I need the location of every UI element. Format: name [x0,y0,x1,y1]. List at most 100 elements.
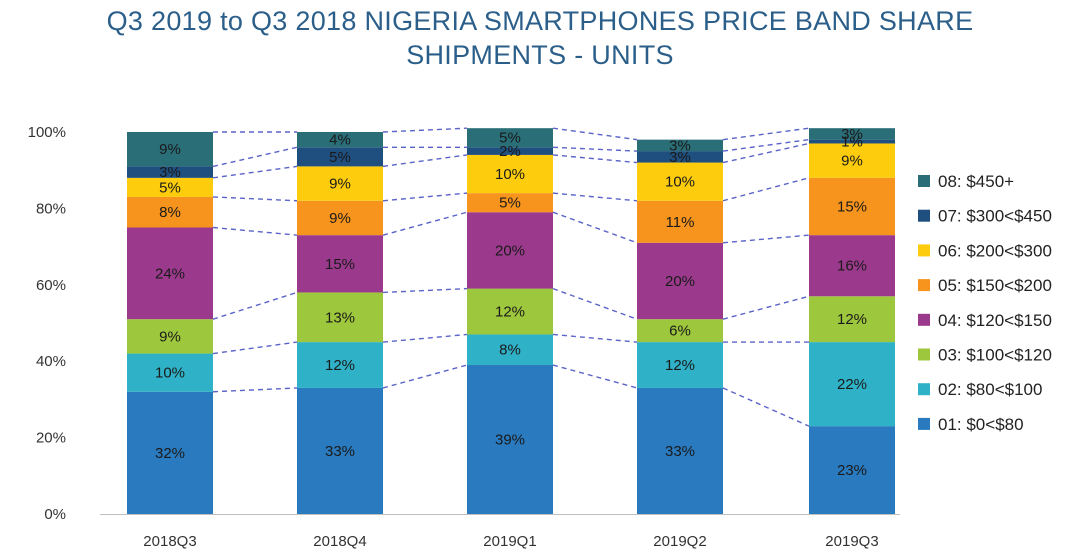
connector-line [212,165,298,179]
data-label: 12% [325,357,355,374]
bar-segment [127,391,213,514]
legend-label: 03: $100<$120 [938,346,1052,365]
legend-swatch [918,313,930,326]
bar-segment [127,319,213,354]
bar-segment [127,177,213,197]
legend-swatch [918,383,930,396]
connector-line [382,333,468,343]
data-label: 1% [841,134,863,151]
bar-segment [637,139,723,152]
y-tick-label: 60% [36,277,66,294]
data-label: 5% [159,179,181,196]
bar-segment [127,166,213,178]
bar-segment [127,227,213,320]
connector-line [722,234,810,244]
legend-label: 02: $80<$100 [938,380,1042,399]
y-tick-label: 40% [36,353,66,370]
data-label: 10% [495,166,525,183]
x-tick-label: 2019Q1 [483,533,536,550]
legend-label: 01: $0<$80 [938,415,1024,434]
connector-line [552,154,638,164]
data-label: 9% [841,153,863,170]
bar-segment [297,387,383,514]
connector-line [212,146,298,168]
connector-line [212,291,298,320]
connector-line [722,127,810,141]
legend-swatch [918,244,930,257]
bar-segment [127,196,213,228]
data-label: 32% [155,445,185,462]
bar-segment [467,128,553,148]
data-label: 39% [495,432,525,449]
connector-line [722,177,810,202]
data-label: 2% [499,143,521,160]
data-label: 3% [159,164,181,181]
connector-line [382,127,468,133]
x-tick-label: 2018Q4 [313,533,366,550]
connector-line [722,387,810,427]
y-tick-label: 20% [36,430,66,447]
data-label: 8% [499,342,521,359]
connector-line [212,387,298,393]
bar-segment [809,128,895,140]
bar-segment [809,296,895,343]
data-label: 23% [837,462,867,479]
bar-segment [809,139,895,144]
connector-line [722,295,810,320]
legend: 08: $450+ 07: $300<$450 06: $200<$300 05: $… [918,172,1052,434]
bar-segment [809,235,895,297]
connector-line [212,226,298,236]
bar-segment [127,353,213,392]
connector-line [382,192,468,202]
connector-line [212,341,298,355]
bar-segment [809,177,895,236]
legend-swatch [918,175,930,187]
axes: 0% 20% 40% 60% 80% 100% 2018Q3 2018Q4 2019Q1 2019… [28,124,900,550]
connector-line [552,333,638,343]
data-label: 9% [159,328,181,345]
connector-lines [212,127,810,427]
bar-segment [467,334,553,366]
bar-segment [297,235,383,293]
chart-title-line-2: SHIPMENTS - UNITS [406,40,674,70]
connector-line [382,211,468,236]
legend-swatch [918,279,930,292]
legend-label: 06: $200<$300 [938,241,1052,260]
data-labels: 32%10%9%24%8%5%3%9%33%12%13%15%9%9%5%4%3… [155,126,867,479]
x-tick-label: 2019Q3 [825,533,878,550]
data-label: 10% [155,365,185,382]
y-tick-label: 80% [36,200,66,217]
bar-segment [809,426,895,514]
bar-segment [467,365,553,514]
data-label: 9% [329,176,351,193]
legend-label: 07: $300<$450 [938,207,1052,226]
legend-swatch [918,417,930,430]
connector-line [552,211,638,244]
connector-line [382,154,468,168]
bar-segment [637,151,723,163]
bar-segment [467,193,553,213]
bar-segment [297,132,383,148]
connector-line [722,142,810,164]
bar-segment [297,147,383,167]
bar-segment [637,319,723,343]
data-label: 33% [665,443,695,460]
bar-segment [297,200,383,236]
connector-line [552,364,638,389]
data-label: 3% [669,137,691,154]
legend-swatch [918,348,930,361]
data-label: 10% [665,174,695,191]
bar-segment [637,162,723,201]
bar-segment [467,212,553,289]
bar-segment [297,166,383,201]
legend-swatch [918,209,930,222]
bar-segment [637,342,723,388]
chart-title: Q3 2019 to Q3 2018 NIGERIA SMARTPHONES P… [0,4,1080,72]
data-label: 16% [837,258,867,275]
connector-line [722,138,810,152]
bar-segment [809,342,895,427]
legend-label: 08: $450+ [938,172,1014,191]
connector-line [552,287,638,320]
data-label: 12% [665,357,695,374]
